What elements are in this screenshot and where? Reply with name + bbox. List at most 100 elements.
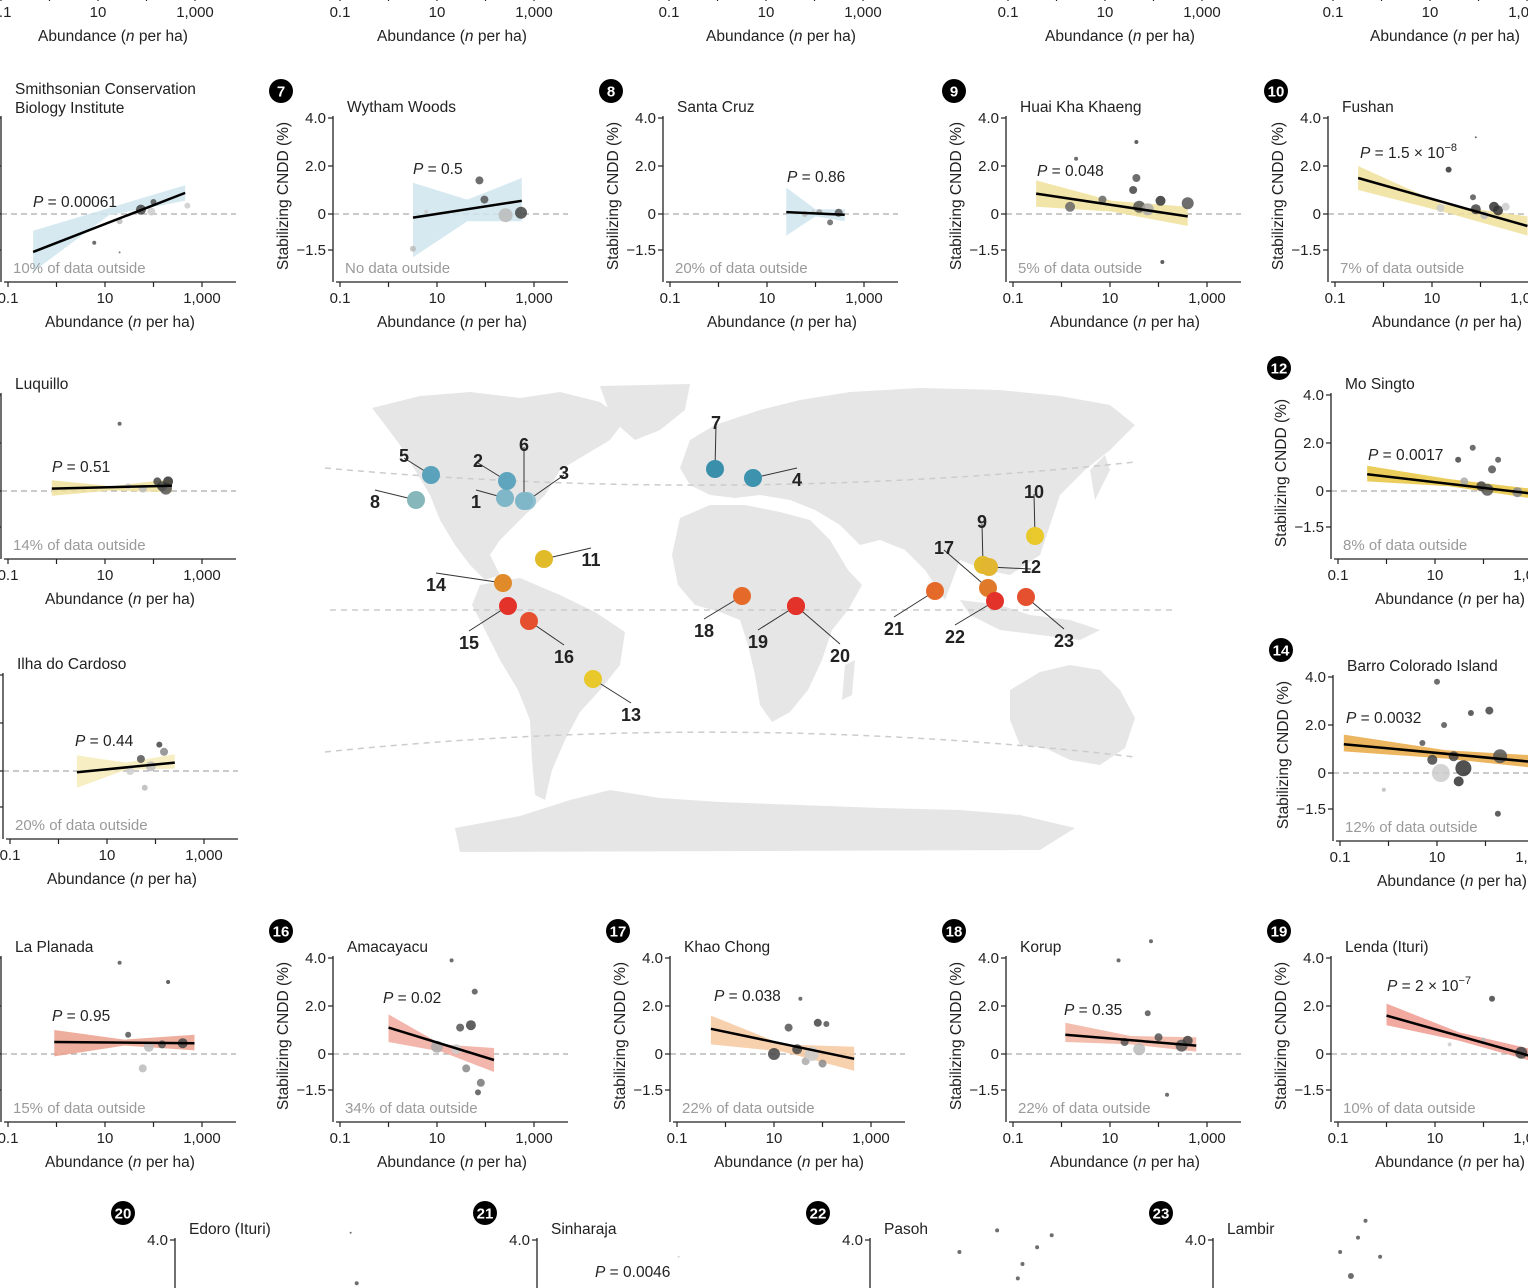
y-tick-label: −1.5 <box>1291 242 1321 259</box>
site-number-label: 1 <box>471 492 481 512</box>
data-point <box>449 958 454 963</box>
data-point <box>1347 1273 1354 1279</box>
x-tick-label: 1,000 <box>185 847 223 864</box>
map-site-8: 8 <box>370 489 425 512</box>
site-marker <box>926 582 944 600</box>
data-point <box>1074 156 1079 161</box>
data-point <box>1495 456 1502 463</box>
p-value-label: P = 0.02 <box>383 990 441 1007</box>
p-equals: = <box>1356 710 1374 727</box>
y-tick-label: 2.0 <box>1303 435 1324 452</box>
site-number-label: 10 <box>1024 482 1044 502</box>
x-axis-label-italic: n <box>465 28 474 45</box>
data-point <box>117 960 122 965</box>
p-equals: = <box>1047 163 1065 180</box>
x-axis-label-part: per ha) <box>804 314 857 331</box>
site-marker <box>787 597 805 615</box>
x-axis-label-part: Abundance ( <box>1370 28 1459 45</box>
x-axis-label-part: per ha) <box>135 28 188 45</box>
x-tick-label: 1,000 <box>183 1130 221 1147</box>
panel-number-badge <box>1149 1201 1173 1225</box>
y-tick-label: 4.0 <box>305 950 326 967</box>
data-outside-note: 22% of data outside <box>682 1100 815 1117</box>
panel-number: 10 <box>1268 84 1285 101</box>
p-equals: = <box>605 1264 623 1281</box>
panel-number: 21 <box>477 1206 494 1223</box>
map-site-18: 18 <box>694 587 751 641</box>
y-tick-label: −1.5 <box>969 1082 999 1099</box>
data-point <box>1132 174 1141 182</box>
x-axis-label-part: Abundance ( <box>1375 1154 1464 1171</box>
y-tick-label: 4.0 <box>1303 387 1324 404</box>
p-value-label: P = 0.44 <box>75 733 134 750</box>
x-axis-label-part: per ha) <box>1142 28 1195 45</box>
map-site-12: 12 <box>980 557 1041 577</box>
data-point <box>995 1228 1000 1233</box>
p-value: 0.0017 <box>1396 447 1443 464</box>
panel-title: Luquillo <box>15 376 68 393</box>
data-point <box>156 741 163 748</box>
x-axis-label-part: Abundance ( <box>45 591 134 608</box>
data-point <box>1493 205 1504 216</box>
x-axis-label: Abundance (n per ha) <box>1375 591 1525 608</box>
regression-line <box>1367 472 1528 495</box>
y-tick-label: −1.5 <box>1296 801 1326 818</box>
x-axis-label-italic: n <box>1138 1154 1147 1171</box>
y-tick-label: 4.0 <box>1300 110 1321 127</box>
panel-title: Khao Chong <box>684 939 770 956</box>
panel-number: 12 <box>1271 361 1288 378</box>
p-equals: = <box>1397 978 1415 995</box>
x-axis-label-part: per ha) <box>1474 873 1527 890</box>
x-tick-label: 1,000 <box>844 4 882 21</box>
confidence-band <box>1367 465 1528 498</box>
p-symbol: P <box>75 733 86 750</box>
site-number-label: 17 <box>934 538 954 558</box>
data-point <box>818 1059 827 1068</box>
x-axis-label-italic: n <box>133 1154 142 1171</box>
confidence-band <box>1065 1022 1197 1052</box>
site-marker <box>733 587 751 605</box>
data-point <box>184 202 191 209</box>
data-point <box>957 1250 962 1254</box>
y-tick-label: 2.0 <box>305 998 326 1015</box>
y-tick-label: 4.0 <box>1305 669 1326 686</box>
data-outside-note: No data outside <box>345 260 450 277</box>
continent-antarctica <box>455 790 1075 852</box>
x-axis-label-italic: n <box>465 1154 474 1171</box>
data-point <box>1182 1035 1193 1046</box>
regression-line <box>1035 192 1188 218</box>
continent-north-america <box>372 392 625 580</box>
panel-number: 14 <box>1273 643 1290 660</box>
y-tick-label: 0 <box>318 206 326 223</box>
x-tick-label: 0.1 <box>1325 290 1346 307</box>
x-axis-label: Abundance (n per ha) <box>706 28 856 45</box>
regression-line <box>412 199 522 219</box>
y-axis-label: Stabilizing CNDD (%) <box>612 962 629 1110</box>
p-value-label: P = 1.5 × 10−8 <box>1360 142 1457 162</box>
site-marker <box>520 612 538 630</box>
panel-number-badge <box>269 79 293 103</box>
panel-3: 0.1 10 1,000 Abundance (n per ha) <box>998 0 1221 45</box>
site-marker <box>584 670 602 688</box>
panel-number: 22 <box>810 1206 827 1223</box>
x-axis-label: Abundance (n per ha) <box>1375 1154 1525 1171</box>
x-axis-label-part: per ha) <box>474 1154 527 1171</box>
y-tick-label: 4.0 <box>305 110 326 127</box>
panel-title: Ilha do Cardoso <box>17 656 126 673</box>
x-axis-label-part: Abundance ( <box>1377 873 1466 890</box>
continent-africa <box>672 505 862 722</box>
x-axis-label-part: Abundance ( <box>707 314 796 331</box>
x-tick-label: 10 <box>97 567 114 584</box>
x-axis-label-part: per ha) <box>803 28 856 45</box>
x-tick-label: 1,000 <box>1510 290 1528 307</box>
y-tick-label: 0 <box>318 1046 326 1063</box>
x-axis-label-part: Abundance ( <box>1045 28 1134 45</box>
p-symbol: P <box>787 169 798 186</box>
map-site-4: 4 <box>744 467 802 490</box>
site-number-label: 6 <box>519 435 529 455</box>
y-tick-label: −1.5 <box>633 1082 663 1099</box>
x-axis-label-part: Abundance ( <box>377 314 466 331</box>
y-tick-label: 0 <box>648 206 656 223</box>
x-tick-label: 10 <box>1097 4 1114 21</box>
